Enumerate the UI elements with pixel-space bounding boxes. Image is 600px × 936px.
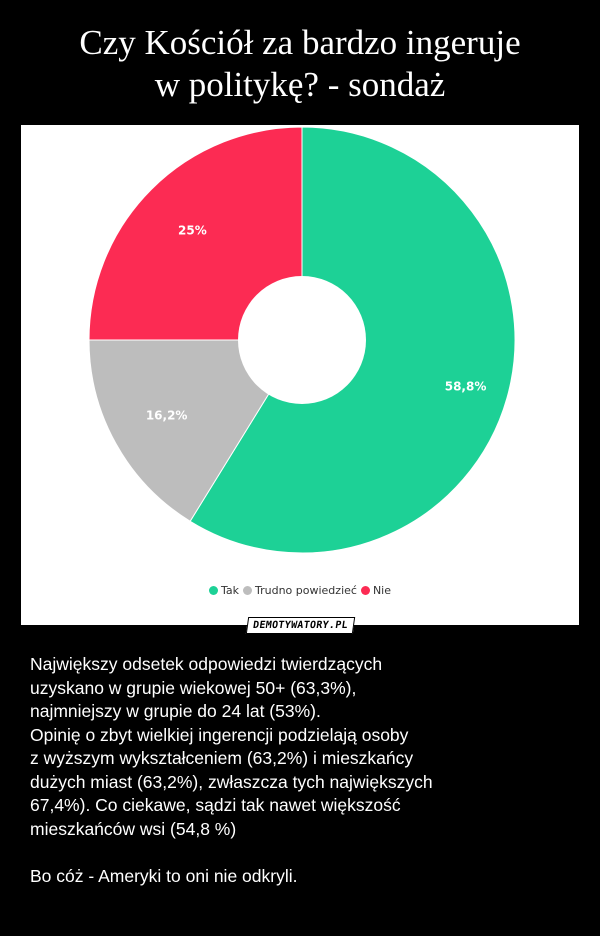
chart-legend: Tak Trudno powiedzieć Nie — [21, 584, 579, 597]
title-line-1: Czy Kościół za bardzo ingeruje — [79, 23, 521, 62]
chart-panel: 58,8% 16,2% 25% Tak Trudno powiedzieć Nie — [21, 125, 579, 625]
slice-nie — [88, 126, 303, 341]
description: Największy odsetek odpowiedzi twierdzący… — [30, 653, 575, 888]
description-line: mieszkańców wsi (54,8 %) — [30, 818, 237, 839]
data-label-nie: 25% — [178, 223, 207, 237]
description-line: z wyższym wykształceniem (63,2%) i miesz… — [30, 748, 414, 768]
page-title: Czy Kościół za bardzo ingeruje w polityk… — [0, 22, 600, 106]
watermark: DEMOTYWATORY.PL — [0, 615, 600, 634]
description-line: Największy odsetek odpowiedzi twierdzący… — [30, 654, 383, 674]
description-line: dużych miast (63,2%), zwłaszcza tych naj… — [30, 771, 433, 792]
description-spacer — [30, 841, 575, 865]
description-line: 67,4%). Co ciekawe, sądzi tak nawet więk… — [30, 795, 401, 815]
donut-chart: 58,8% 16,2% 25% — [88, 126, 516, 554]
data-label-tak: 58,8% — [445, 379, 487, 393]
slice-trudno — [88, 339, 303, 522]
legend-dot-tak — [208, 586, 218, 595]
legend-item-nie: Nie — [360, 584, 392, 597]
description-line: Opinię o zbyt wielkiej ingerencji podzie… — [30, 724, 409, 745]
legend-item-tak: Tak — [208, 584, 239, 597]
legend-dot-trudno — [243, 586, 252, 595]
description-line: najmniejszy w grupie do 24 lat (53%). — [30, 701, 321, 721]
legend-dot-nie — [360, 586, 370, 595]
title-line-2: w politykę? - sondaż — [154, 65, 446, 104]
data-label-trudno: 16,2% — [146, 409, 188, 423]
watermark-text: DEMOTYWATORY.PL — [245, 617, 355, 634]
description-closing: Bo cóż - Ameryki to oni nie odkryli. — [30, 865, 298, 886]
legend-item-trudno: Trudno powiedzieć — [243, 584, 357, 597]
description-line: uzyskano w grupie wiekowej 50+ (63,3%), — [30, 677, 357, 698]
legend-label-trudno: Trudno powiedzieć — [255, 584, 357, 597]
legend-label-nie: Nie — [372, 584, 392, 597]
donut-hole — [238, 276, 366, 404]
legend-label-tak: Tak — [220, 584, 239, 597]
